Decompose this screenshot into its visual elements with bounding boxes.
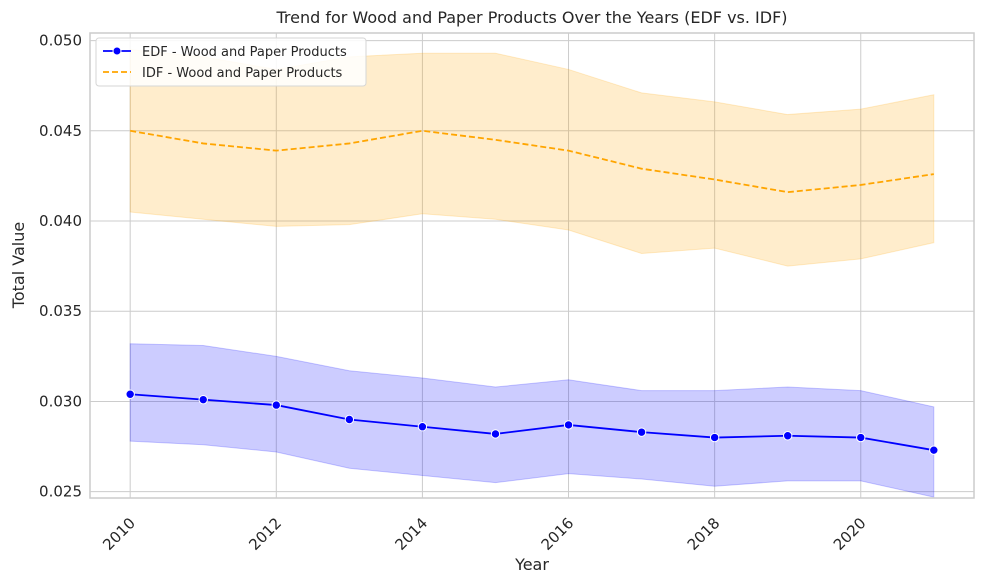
idf-wood-and-paper-products-line <box>130 129 934 194</box>
edf-wood-and-paper-products-confidence-band <box>129 343 935 498</box>
edf-wood-and-paper-products-point <box>563 420 574 430</box>
edf-wood-and-paper-products-point <box>929 445 939 455</box>
series-markers <box>125 389 939 455</box>
x-axis-label: Year <box>514 555 549 574</box>
y-tick-label: 0.045 <box>39 122 82 140</box>
edf-wood-and-paper-products-point <box>417 422 428 432</box>
edf-wood-and-paper-products-point <box>856 432 866 443</box>
x-tick-label: 2016 <box>538 514 578 554</box>
x-tick-label: 2010 <box>99 514 139 554</box>
x-tick-label: 2012 <box>245 514 285 554</box>
legend: EDF - Wood and Paper Products IDF - Wood … <box>95 37 367 87</box>
x-axis-ticks: 2010 2012 2014 2016 2018 2020 <box>99 514 869 554</box>
y-tick-label: 0.025 <box>39 483 82 501</box>
x-tick-label: 2014 <box>392 514 432 554</box>
chart-title: Trend for Wood and Paper Products Over t… <box>275 8 787 27</box>
y-tick-label: 0.040 <box>39 212 82 230</box>
edf-wood-and-paper-products-line <box>130 393 934 452</box>
idf-wood-and-paper-products-legend-label: IDF - Wood and Paper Products <box>142 66 343 81</box>
idf-wood-and-paper-products-confidence-band <box>129 49 935 267</box>
y-tick-label: 0.050 <box>39 32 82 50</box>
series-lines <box>130 129 934 452</box>
edf-wood-and-paper-products-point <box>125 389 135 399</box>
y-tick-label: 0.030 <box>39 392 82 410</box>
edf-wood-and-paper-products-legend-marker <box>112 46 122 56</box>
edf-wood-and-paper-products-point <box>636 427 647 437</box>
x-tick-label: 2020 <box>830 514 870 554</box>
edf-wood-and-paper-products-point <box>709 432 720 443</box>
confidence-bands <box>129 49 935 498</box>
legend-box <box>95 37 367 87</box>
edf-wood-and-paper-products-point <box>271 400 281 410</box>
edf-wood-and-paper-products-legend-label: EDF - Wood and Paper Products <box>142 45 347 60</box>
edf-wood-and-paper-products-point <box>344 414 355 425</box>
y-axis-ticks: 0.025 0.030 0.035 0.040 0.045 0.050 <box>39 32 82 501</box>
edf-wood-and-paper-products-point <box>198 394 208 405</box>
y-axis-label: Total Value <box>9 222 28 309</box>
y-tick-label: 0.035 <box>39 302 82 320</box>
x-tick-label: 2018 <box>684 514 724 554</box>
plot-frame <box>89 32 975 499</box>
edf-wood-and-paper-products-point <box>490 429 501 439</box>
edf-wood-and-paper-products-point <box>783 431 793 441</box>
